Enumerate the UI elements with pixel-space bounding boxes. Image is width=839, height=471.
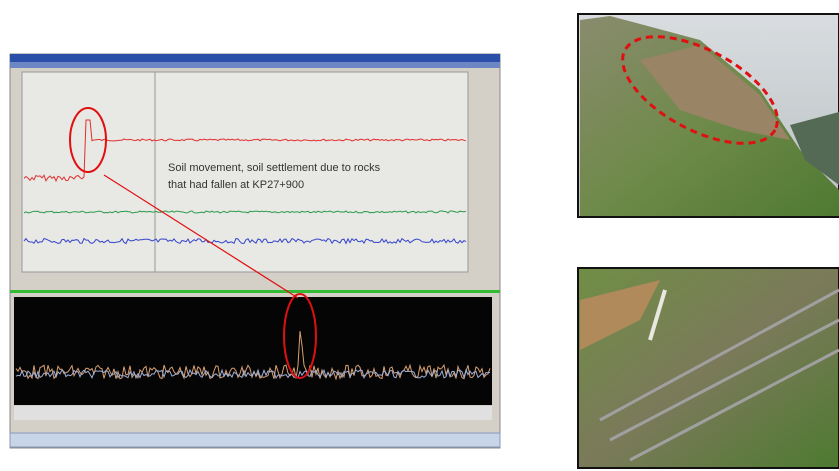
annotation-line: Soil movement, soil settlement due to ro… (168, 162, 381, 174)
slide: Soil movement, soil settlement due to ro… (0, 0, 839, 471)
lower-axis (14, 406, 492, 420)
menu-bar (10, 62, 500, 68)
software-window (10, 54, 500, 448)
taskbar (10, 433, 500, 447)
photo-bottom (578, 268, 839, 468)
page: Soil movement, soil settlement due to ro… (0, 0, 839, 471)
annotation-line: that had fallen at KP27+900 (168, 179, 304, 191)
title-bar (10, 54, 500, 62)
lower-plot (14, 297, 492, 405)
separator (10, 290, 500, 293)
photo-top (578, 14, 839, 217)
